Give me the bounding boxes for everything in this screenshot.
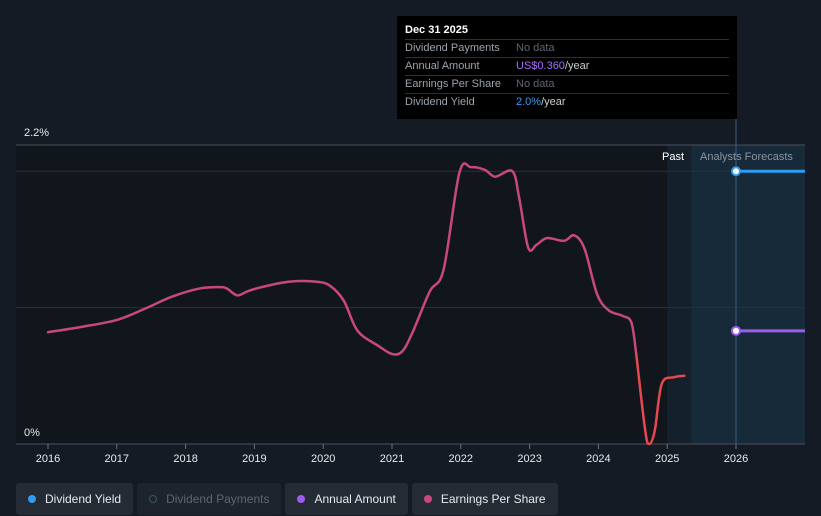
x-tick-label-2016: 2016 — [36, 453, 60, 465]
legend-label: Earnings Per Share — [440, 492, 546, 506]
x-tick-label-2022: 2022 — [449, 453, 473, 465]
x-tick-label-2024: 2024 — [586, 453, 610, 465]
x-tick-label-2021: 2021 — [380, 453, 404, 465]
tooltip-value-unit: /year — [541, 96, 566, 108]
legend-label: Dividend Yield — [45, 492, 122, 506]
region-label-past: Past — [662, 151, 684, 163]
tooltip-date: Dec 31 2025 — [405, 24, 468, 36]
legend-earnings-per-share[interactable]: Earnings Per Share — [411, 483, 558, 515]
tooltip-value-unit: /year — [564, 60, 590, 72]
series-line-earnings-per-share-1 — [634, 352, 686, 446]
hover-tooltip: Dec 31 2025 Dividend Payments No data An… — [397, 16, 737, 119]
tooltip-value: 2.0%/year — [516, 94, 566, 111]
series-line-earnings-per-share-0 — [46, 162, 638, 356]
tooltip-value: No data — [516, 78, 555, 90]
chart-legend: Dividend Yield Dividend Payments Annual … — [16, 483, 558, 515]
x-tick-label-2023: 2023 — [517, 453, 541, 465]
x-tick-label-2026: 2026 — [724, 453, 748, 465]
legend-dot-icon — [423, 495, 432, 503]
x-tick-label-2018: 2018 — [173, 453, 197, 465]
legend-dot-icon — [297, 495, 306, 503]
tooltip-label: Earnings Per Share — [405, 78, 501, 90]
y-axis-bottom-label: 0% — [24, 427, 40, 439]
tooltip-value: US$0.360/year — [516, 58, 589, 75]
tooltip-row-dividend-payments: Dividend Payments No data — [405, 39, 729, 57]
legend-dot-icon — [28, 495, 36, 503]
forecast-point-dividend-yield — [731, 166, 741, 177]
forecast-shade-region — [691, 145, 805, 444]
region-label-forecast: Analysts Forecasts — [700, 151, 793, 163]
x-tick-label-2017: 2017 — [105, 453, 129, 465]
tooltip-row-annual-amount: Annual Amount US$0.360/year — [405, 57, 729, 75]
forecast-layer — [731, 166, 805, 336]
tooltip-row-dividend-yield: Dividend Yield 2.0%/year — [405, 93, 729, 111]
legend-annual-amount[interactable]: Annual Amount — [285, 483, 408, 515]
x-tick-label-2020: 2020 — [311, 453, 335, 465]
legend-dividend-payments[interactable]: Dividend Payments — [137, 483, 282, 515]
x-tick-label-2025: 2025 — [655, 453, 679, 465]
tooltip-value-number: 2.0% — [516, 96, 542, 108]
tooltip-row-earnings-per-share: Earnings Per Share No data — [405, 75, 729, 93]
legend-dividend-yield[interactable]: Dividend Yield — [16, 483, 134, 515]
x-tick-label-2019: 2019 — [242, 453, 266, 465]
tooltip-label: Dividend Payments — [405, 42, 500, 54]
forecast-point-annual-amount — [731, 325, 741, 336]
legend-label: Dividend Payments — [166, 492, 270, 506]
tooltip-label: Annual Amount — [405, 60, 480, 72]
legend-dot-icon — [149, 495, 158, 503]
tooltip-value: No data — [516, 42, 555, 54]
legend-label: Annual Amount — [314, 492, 396, 506]
series-layer — [46, 162, 686, 446]
tooltip-label: Dividend Yield — [405, 96, 475, 108]
tooltip-value-number: US$0.360 — [516, 60, 565, 72]
x-axis-ticks: 2016 2017 2018 2019 2020 2021 2022 2023 2024 2025… — [36, 444, 748, 465]
y-axis-top-label: 2.2% — [24, 127, 49, 139]
past-shade-region — [667, 145, 692, 444]
